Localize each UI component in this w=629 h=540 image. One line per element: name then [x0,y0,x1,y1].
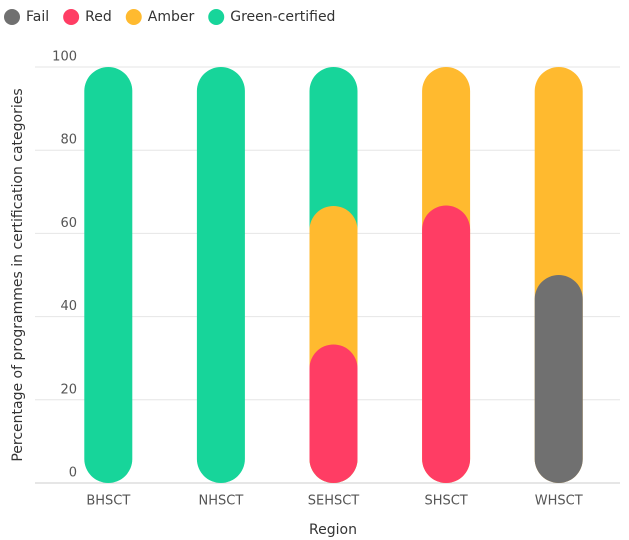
x-tick-label: NHSCT [199,494,244,509]
y-tick-label: 100 [52,50,77,65]
y-tick-label: 0 [69,466,77,481]
legend-swatch [208,9,225,25]
y-tick-label: 60 [60,216,77,231]
x-tick-label: BHSCT [86,494,130,509]
legend-label: Fail [26,9,49,25]
legend-swatch [63,9,80,25]
y-axis-title: Percentage of programmes in certificatio… [10,88,26,461]
x-tick-label: SHSCT [424,494,467,509]
y-tick-label: 80 [60,133,77,148]
bar-segment [84,67,133,483]
y-tick-label: 40 [60,299,77,314]
legend-label: Red [85,9,112,25]
legend-label: Green-certified [230,9,335,25]
y-tick-label: 20 [60,382,77,397]
legend-swatch [4,9,20,25]
bar-segment [534,275,583,483]
bar-segment [309,344,358,483]
legend-label: Amber [148,9,195,25]
legend: Fail Red Amber Green-certified [4,9,335,25]
x-tick-label: SEHSCT [308,494,360,509]
legend-swatch [125,9,142,25]
bar-segment [196,67,245,483]
bar-segment [422,205,471,483]
x-tick-label: WHSCT [535,494,583,509]
x-axis-title: Region [309,522,357,538]
